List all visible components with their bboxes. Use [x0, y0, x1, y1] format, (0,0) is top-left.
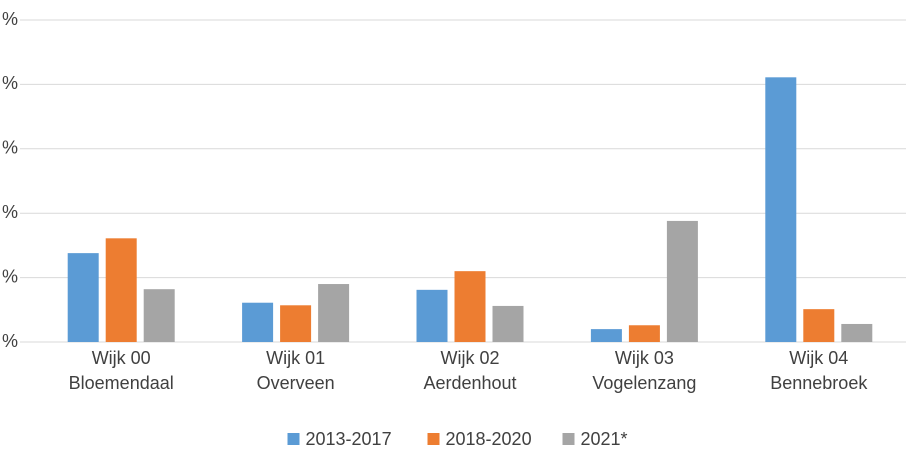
x-tick-label: Wijk 01	[266, 348, 325, 368]
x-tick-label: Wijk 04	[789, 348, 848, 368]
bar	[666, 220, 698, 342]
x-tick-label: Overveen	[257, 373, 335, 393]
bar	[105, 238, 137, 342]
bar	[492, 305, 524, 342]
x-tick-label: Vogelenzang	[592, 373, 696, 393]
bar	[454, 271, 486, 342]
y-tick-label: %	[2, 9, 18, 29]
y-tick-label: %	[2, 331, 18, 351]
bar	[318, 284, 350, 342]
y-tick-label: %	[2, 73, 18, 93]
bar	[67, 253, 99, 342]
bar	[242, 302, 274, 342]
legend-swatch	[287, 433, 300, 445]
x-tick-label: Bloemendaal	[69, 373, 174, 393]
bar	[280, 305, 312, 342]
x-tick-label: Aerdenhout	[423, 373, 516, 393]
bar	[628, 325, 660, 342]
legend-swatch	[562, 433, 575, 445]
bar	[841, 323, 873, 342]
bar	[803, 309, 835, 342]
y-tick-label: %	[2, 138, 18, 158]
legend-label: 2013-2017	[306, 429, 392, 449]
legend-label: 2021*	[581, 429, 628, 449]
bar	[765, 77, 797, 342]
bar	[590, 329, 622, 342]
y-tick-label: %	[2, 202, 18, 222]
bar	[143, 289, 175, 342]
x-tick-label: Wijk 02	[440, 348, 499, 368]
x-tick-label: Wijk 03	[615, 348, 674, 368]
y-tick-label: %	[2, 266, 18, 286]
legend-label: 2018-2020	[446, 429, 532, 449]
bar	[416, 289, 448, 342]
x-tick-label: Wijk 00	[92, 348, 151, 368]
legend-swatch	[427, 433, 440, 445]
x-tick-label: Bennebroek	[770, 373, 868, 393]
